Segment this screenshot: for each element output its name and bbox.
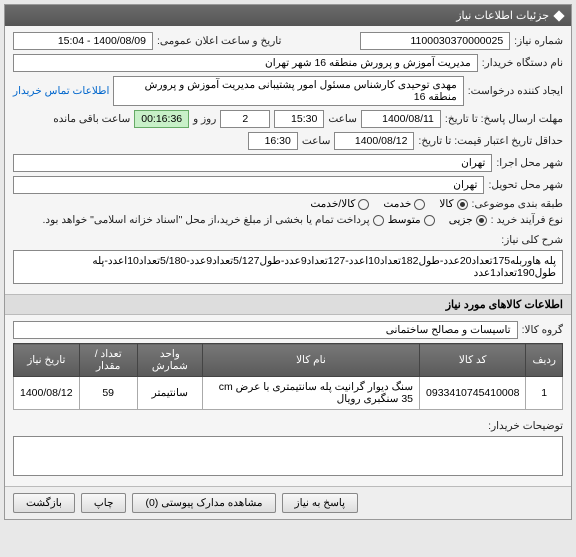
buy-type-label: نوع فرآیند خرید : [491,214,563,226]
contact-link[interactable]: اطلاعات تماس خریدار [13,85,109,97]
table-row: 1 0933410745410008 سنگ دیوار گرانیت پله … [14,377,563,410]
exec-city-value: تهران [13,154,492,172]
group-label: گروه کالا: [522,324,563,336]
need-number-label: شماره نیاز: [514,35,563,47]
reply-button[interactable]: پاسخ به نیاز [282,493,358,513]
radio-dot-icon [373,215,384,226]
cell-name: سنگ دیوار گرانیت پله سانتیمتری با عرض cm… [202,377,419,410]
time-label-2: ساعت [302,135,331,147]
details-panel: جزئیات اطلاعات نیاز شماره نیاز: 11000303… [4,4,572,520]
validity-time: 16:30 [248,132,298,150]
validity-date: 1400/08/12 [334,132,414,150]
days-count: 2 [220,110,270,128]
buyer-label: نام دستگاه خریدار: [482,57,563,69]
panel-title: جزئیات اطلاعات نیاز [456,9,549,22]
radio-dot-icon [476,215,487,226]
desc-text: پله هاوربله175تعداد20عدد-طول182تعداد10اع… [13,250,563,284]
print-button[interactable]: چاپ [81,493,127,513]
radio-service[interactable]: خدمت [383,198,425,210]
radio-both[interactable]: کالا/خدمت [310,198,369,210]
deadline-date: 1400/08/11 [361,110,441,128]
form-area: شماره نیاز: 1100030370000025 تاریخ و ساع… [5,26,571,294]
th-qty: تعداد / مقدار [79,344,137,377]
validity-label: حداقل تاریخ اعتبار قیمت: تا تاریخ: [418,135,563,147]
panel-header: جزئیات اطلاعات نیاز [5,5,571,26]
th-name: نام کالا [202,344,419,377]
table-header-row: ردیف کد کالا نام کالا واحد شمارش تعداد /… [14,344,563,377]
cell-idx: 1 [526,377,563,410]
buyer-notes-label: توضیحات خریدار: [488,416,563,432]
buy-note-check: پرداخت تمام یا بخشی از مبلغ خرید،از محل … [43,214,384,226]
goods-section-title: اطلاعات کالاهای مورد نیاز [5,294,571,315]
exec-city-label: شهر محل اجرا: [496,157,563,169]
cell-unit: سانتیمتر [137,377,202,410]
buyer-value: مدیریت آموزش و پرورش منطقه 16 شهر تهران [13,54,478,72]
category-radio-group: کالا خدمت کالا/خدمت [310,198,467,210]
cell-qty: 59 [79,377,137,410]
button-bar: پاسخ به نیاز مشاهده مدارک پیوستی (0) چاپ… [5,486,571,519]
creator-label: ایجاد کننده درخواست: [468,85,563,97]
radio-partial[interactable]: جزیی [449,214,487,226]
cell-code: 0933410745410008 [420,377,526,410]
group-value: تاسیسات و مصالح ساختمانی [13,321,518,339]
buyer-notes-box [13,436,563,476]
th-date: تاریخ نیاز [14,344,80,377]
days-suffix: روز و [193,113,216,125]
radio-dot-icon [424,215,435,226]
cell-date: 1400/08/12 [14,377,80,410]
deadline-label: مهلت ارسال پاسخ: تا تاریخ: [445,113,563,125]
goods-area: گروه کالا: تاسیسات و مصالح ساختمانی ردیف… [5,315,571,486]
desc-label: شرح کلی نیاز: [501,230,563,246]
radio-dot-icon [414,199,425,210]
time-label-1: ساعت [328,113,357,125]
buy-type-radio-group: جزیی متوسط [388,214,487,226]
deliv-city-value: تهران [13,176,484,194]
radio-dot-icon [358,199,369,210]
goods-table: ردیف کد کالا نام کالا واحد شمارش تعداد /… [13,343,563,410]
th-unit: واحد شمارش [137,344,202,377]
deliv-city-label: شهر محل تحویل: [488,179,563,191]
radio-medium[interactable]: متوسط [388,214,435,226]
need-number-value: 1100030370000025 [360,32,510,50]
creator-value: مهدی توحیدی کارشناس مسئول امور پشتیبانی … [113,76,463,106]
diamond-icon [553,10,564,21]
attachments-button[interactable]: مشاهده مدارک پیوستی (0) [132,493,275,513]
deadline-time: 15:30 [274,110,324,128]
category-label: طبقه بندی موضوعی: [472,198,563,210]
th-code: کد کالا [420,344,526,377]
announce-label: تاریخ و ساعت اعلان عمومی: [157,35,281,47]
countdown-timer: 00:16:36 [134,110,189,128]
radio-dot-icon [457,199,468,210]
back-button[interactable]: بازگشت [13,493,75,513]
th-idx: ردیف [526,344,563,377]
announce-value: 1400/08/09 - 15:04 [13,32,153,50]
remaining-label: ساعت باقی مانده [53,113,130,125]
radio-goods[interactable]: کالا [439,198,467,210]
